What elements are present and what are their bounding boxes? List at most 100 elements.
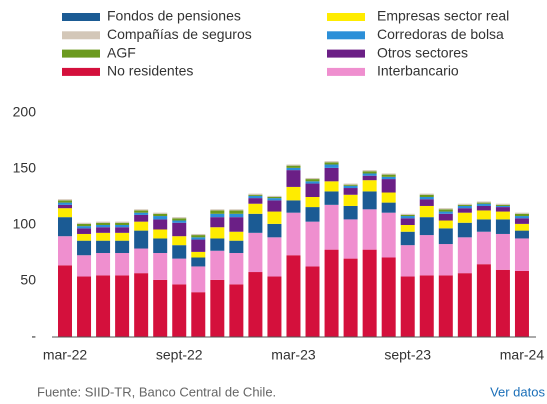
- bar-segment: [58, 236, 72, 266]
- bar-segment: [400, 213, 415, 215]
- bar-segment: [96, 221, 111, 223]
- bar-segment: [419, 235, 434, 276]
- bar-segment: [77, 233, 92, 241]
- legend-swatch: [62, 31, 100, 40]
- bar-segment: [267, 276, 282, 337]
- bar-segment: [267, 198, 282, 201]
- bar-segment: [115, 221, 130, 223]
- bar-segment: [400, 225, 415, 232]
- bar-segment: [191, 237, 206, 240]
- bar-segment: [153, 219, 168, 230]
- bar-segment: [115, 253, 130, 276]
- legend-label: No residentes: [107, 63, 193, 79]
- bar-segment: [381, 202, 396, 213]
- bar-segment: [210, 279, 225, 337]
- bar-segment: [305, 177, 320, 180]
- bar-segment: [77, 276, 92, 337]
- bar-segment: [343, 184, 358, 186]
- bar-segment: [172, 217, 187, 219]
- bar-segment: [153, 279, 168, 337]
- bar-segment: [514, 230, 529, 239]
- bar-segment: [286, 170, 301, 187]
- bar-segment: [324, 161, 339, 163]
- bar-segment: [96, 222, 111, 225]
- legend-label: Fondos de pensiones: [107, 8, 241, 24]
- bar-segment: [210, 238, 225, 251]
- x-tick-label: sept-23: [384, 347, 431, 363]
- bar-segment: [514, 212, 529, 214]
- bar-segment: [324, 204, 339, 250]
- legend-swatch: [327, 13, 365, 21]
- bar-segment: [77, 240, 92, 256]
- y-tick-label: 150: [13, 160, 37, 176]
- legend-swatch: [327, 67, 365, 76]
- bar-segment: [58, 265, 72, 337]
- bar-segment: [343, 183, 358, 185]
- bar-segment: [381, 173, 396, 175]
- bar-segment: [438, 209, 453, 212]
- bar-segment: [419, 193, 434, 195]
- legend-label: Interbancario: [377, 63, 459, 79]
- legend-label: Corredoras de bolsa: [377, 26, 504, 42]
- bar-segment: [58, 204, 72, 209]
- bar-segment: [248, 193, 263, 195]
- bar-segment: [457, 222, 472, 238]
- bar-segment: [229, 217, 244, 232]
- bar-segment: [476, 202, 491, 204]
- bar-segment: [210, 227, 225, 239]
- bar-segment: [286, 164, 301, 166]
- bar-segment: [305, 179, 320, 182]
- bar-segment: [457, 273, 472, 337]
- bar-segment: [134, 248, 149, 274]
- legend-label: AGF: [107, 44, 136, 60]
- bar-segment: [115, 275, 130, 337]
- bar-segment: [77, 228, 92, 234]
- bar-segment: [248, 213, 263, 233]
- bar-segment: [457, 208, 472, 213]
- bar-segment: [305, 181, 320, 184]
- bar-segment: [248, 203, 263, 214]
- bar-segment: [305, 183, 320, 197]
- y-tick-label: 50: [20, 272, 36, 288]
- bar-segment: [96, 232, 111, 241]
- bar-segment: [115, 227, 130, 233]
- bar-segment: [286, 167, 301, 171]
- legend-swatch: [327, 49, 365, 58]
- bar-segment: [343, 219, 358, 259]
- bar-segment: [191, 233, 206, 236]
- bar-segment: [476, 210, 491, 220]
- bar-segment: [96, 227, 111, 233]
- x-tick-label: mar-23: [271, 347, 316, 363]
- bar-segment: [476, 264, 491, 337]
- view-data-link[interactable]: Ver datos: [490, 384, 545, 399]
- bar-segment: [438, 213, 453, 221]
- bar-segment: [229, 209, 244, 211]
- bar-segment: [286, 165, 301, 168]
- bar-segment: [134, 214, 149, 222]
- y-tick-label: 200: [13, 104, 37, 120]
- legend-label: Otros sectores: [377, 44, 468, 60]
- bar-segment: [172, 236, 187, 246]
- bar-segment: [438, 211, 453, 214]
- bar-segment: [115, 240, 130, 253]
- bar-segment: [495, 203, 510, 205]
- bar-segment: [267, 197, 282, 199]
- bar-segment: [229, 240, 244, 253]
- bar-segment: [172, 222, 187, 237]
- bar-segment: [172, 245, 187, 259]
- bar-segment: [172, 284, 187, 337]
- bar-segment: [58, 200, 72, 203]
- bar-segment: [96, 225, 111, 228]
- bar-segment: [248, 272, 263, 337]
- bar-segment: [362, 173, 377, 176]
- bar-segment: [343, 205, 358, 220]
- bar-segment: [495, 219, 510, 234]
- bar-segment: [362, 209, 377, 250]
- bar-segment: [362, 249, 377, 337]
- bar-segment: [248, 198, 263, 204]
- legend-swatch: [62, 49, 100, 58]
- bar-segment: [191, 292, 206, 337]
- bar-segment: [77, 226, 92, 229]
- bar-segment: [77, 255, 92, 277]
